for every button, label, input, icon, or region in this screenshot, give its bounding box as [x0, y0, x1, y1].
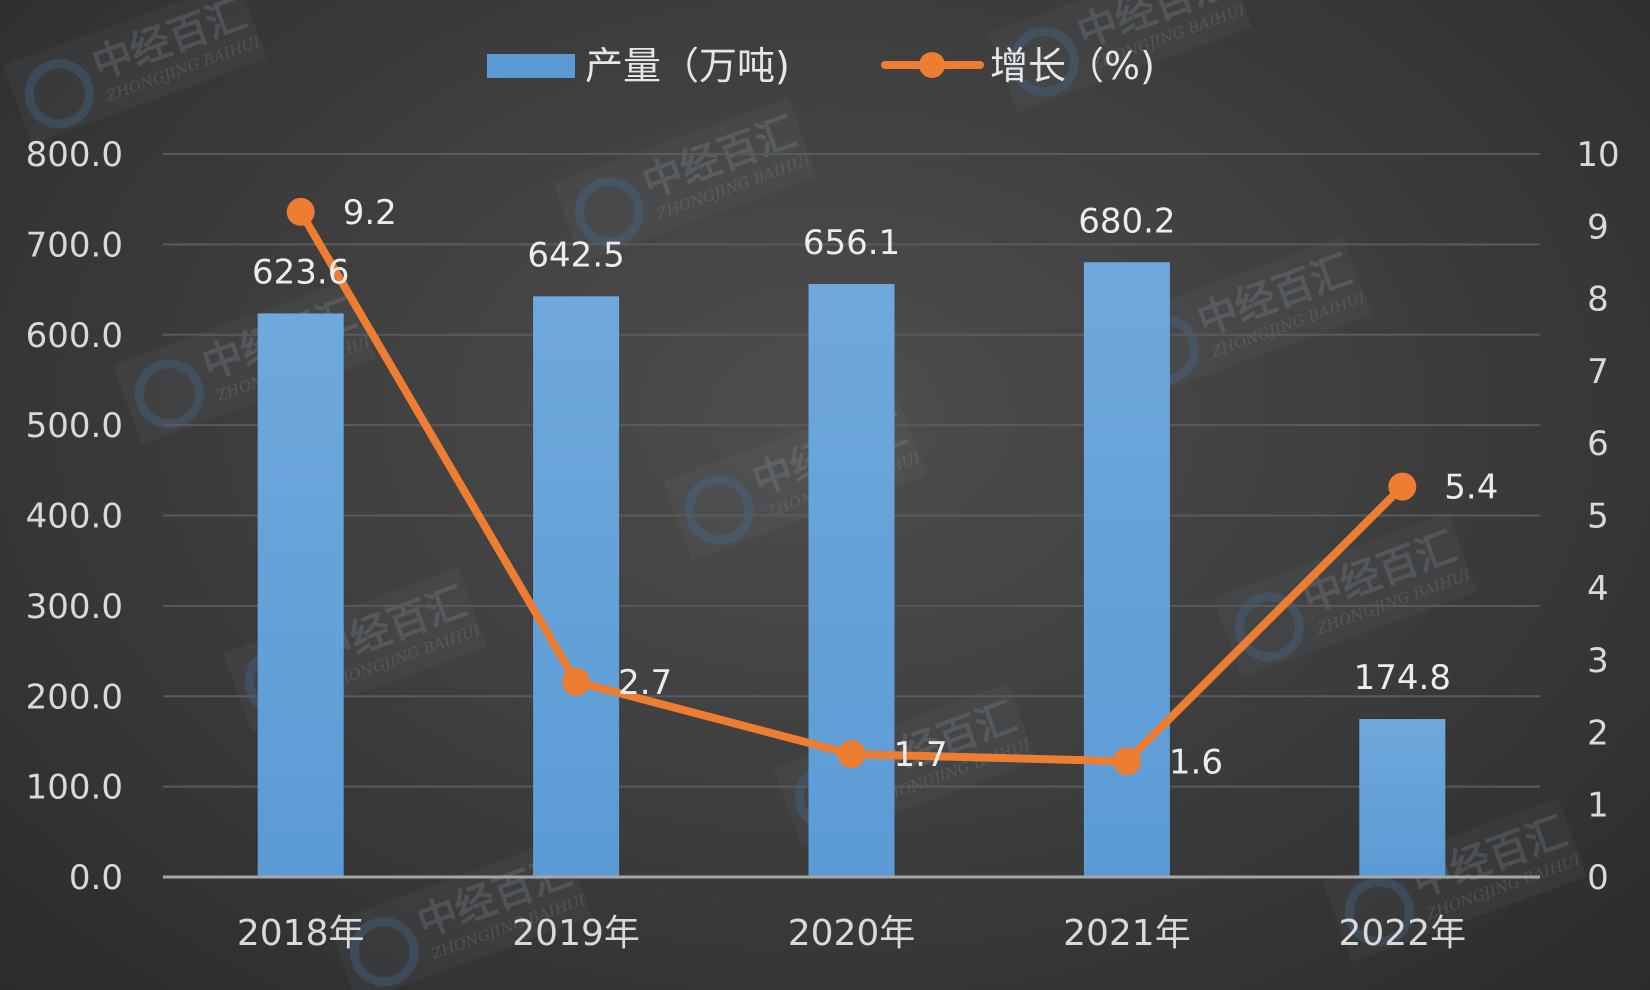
- y-left-tick-label: 0.0: [69, 858, 123, 898]
- bar: [533, 296, 620, 877]
- watermark-logo-icon: [1234, 592, 1304, 662]
- watermark-box: [1213, 512, 1477, 678]
- legend-bar-label: 产量（万吨): [585, 44, 790, 88]
- y-left-tick-label: 300.0: [26, 587, 123, 627]
- y-right-tick-label: 2: [1587, 713, 1609, 753]
- bar-value-label: 174.8: [1354, 658, 1451, 698]
- x-category-label: 2021年: [1063, 913, 1191, 954]
- watermark-logo-icon: [684, 475, 754, 545]
- line-value-label: 1.6: [1169, 742, 1223, 782]
- x-category-label: 2022年: [1338, 913, 1466, 954]
- line-point: [1388, 472, 1417, 501]
- y-left-tick-label: 800.0: [26, 135, 123, 175]
- bar: [808, 284, 895, 877]
- bar-series: [257, 262, 1446, 877]
- bar: [1083, 262, 1170, 877]
- y-right-tick-label: 0: [1587, 858, 1609, 898]
- line-point: [562, 667, 591, 696]
- bar: [257, 313, 344, 877]
- y-right-tick-label: 7: [1587, 352, 1609, 392]
- x-category-label: 2020年: [788, 913, 916, 954]
- line-value-label: 2.7: [618, 663, 672, 703]
- y-right-tick-label: 1: [1587, 786, 1609, 826]
- watermark-box: [3, 0, 267, 145]
- watermark-logo-icon: [24, 59, 94, 129]
- watermark-box: [1323, 797, 1587, 963]
- line-point: [1112, 747, 1141, 776]
- line-point: [837, 740, 866, 769]
- y-left-tick-label: 600.0: [26, 316, 123, 356]
- legend: 产量（万吨) 增长（%): [487, 44, 1155, 88]
- data-labels: 623.6 642.5 656.1 680.2 174.8 9.2 2.7 1.7 1.6 5.4: [252, 193, 1498, 782]
- y-right-tick-label: 6: [1587, 424, 1609, 464]
- y-right-tick-label: 8: [1587, 280, 1609, 320]
- legend-bar-swatch: [487, 54, 575, 78]
- y-right-tick-label: 4: [1587, 569, 1609, 609]
- y-right-tick-label: 9: [1587, 207, 1609, 247]
- x-category-label: 2018年: [237, 913, 365, 954]
- watermark-box: [328, 837, 592, 990]
- line-value-label: 1.7: [894, 735, 948, 775]
- x-axis: 2018年 2019年 2020年 2021年 2022年: [237, 913, 1466, 954]
- y-left-tick-label: 200.0: [26, 677, 123, 717]
- bar: [1359, 719, 1446, 877]
- watermark-logo-icon: [349, 917, 419, 987]
- bar-value-label: 642.5: [527, 235, 624, 275]
- watermark-logo-icon: [1009, 27, 1079, 97]
- y-axis-left: 0.0 100.0 200.0 300.0 400.0 500.0 600.0 700.0 80…: [26, 135, 123, 898]
- y-right-tick-label: 10: [1576, 135, 1619, 175]
- y-left-tick-label: 100.0: [26, 768, 123, 808]
- y-left-tick-label: 500.0: [26, 406, 123, 446]
- watermark-box: [1108, 235, 1372, 401]
- bar-value-label: 623.6: [252, 252, 349, 292]
- bar-value-label: 656.1: [803, 223, 900, 263]
- watermark-logo-icon: [574, 177, 644, 247]
- line-value-label: 5.4: [1444, 468, 1498, 508]
- watermark-box: [988, 0, 1252, 113]
- y-right-tick-label: 3: [1587, 641, 1609, 681]
- line-series: [286, 197, 1417, 776]
- x-category-label: 2019年: [512, 913, 640, 954]
- watermark-logo-icon: [134, 359, 204, 429]
- y-left-tick-label: 400.0: [26, 497, 123, 537]
- legend-line-marker: [919, 52, 945, 78]
- y-right-tick-label: 5: [1587, 497, 1609, 537]
- y-axis-right: 0 1 2 3 4 5 6 7 8 9 10: [1576, 135, 1619, 898]
- watermark-box: [553, 97, 817, 263]
- line-value-label: 9.2: [343, 193, 397, 233]
- legend-line-label: 增长（%): [990, 44, 1155, 88]
- y-left-tick-label: 700.0: [26, 225, 123, 265]
- watermark-logo-icon: [1344, 877, 1414, 947]
- bar-value-label: 680.2: [1078, 201, 1175, 241]
- line-point: [286, 197, 315, 226]
